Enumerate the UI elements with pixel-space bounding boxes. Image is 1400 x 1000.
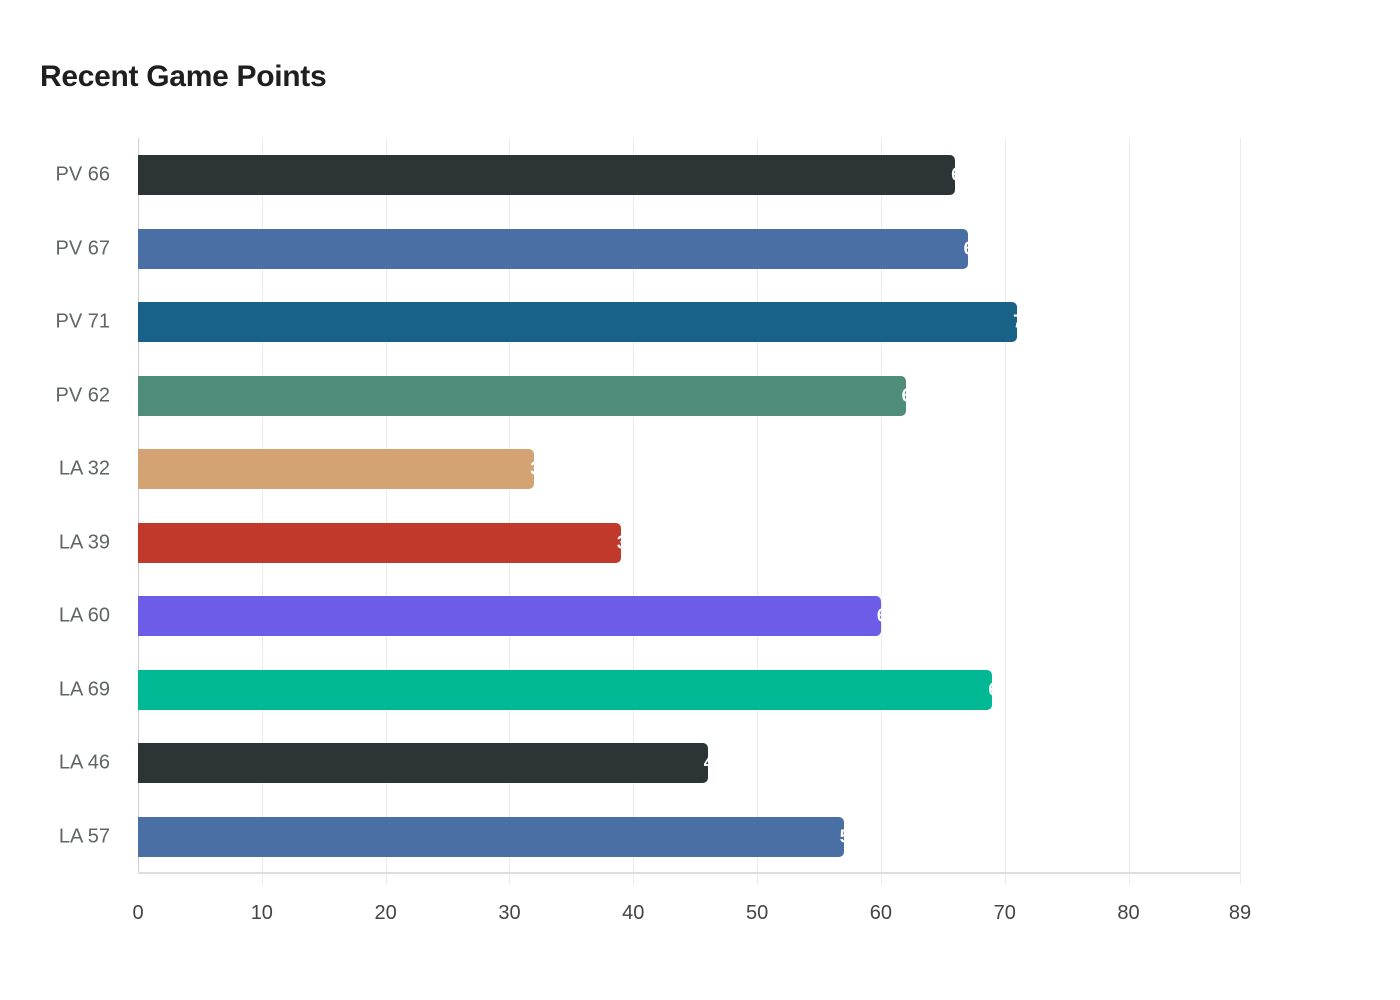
bar-value-label: 32 (530, 458, 541, 479)
y-axis-label: LA 69 (58, 678, 110, 700)
gridline (1128, 138, 1130, 884)
x-axis-tick-label: 70 (993, 902, 1016, 924)
x-axis-tick-label: 60 (869, 902, 893, 924)
gridline (1240, 138, 1241, 884)
bar-value-label: 57 (839, 826, 850, 846)
gridline (261, 138, 263, 884)
y-axis-label: LA 60 (58, 604, 110, 627)
bar-value-label: 71 (1013, 311, 1024, 332)
x-axis-tick-label: 0 (132, 902, 144, 924)
y-axis-label: PV 62 (55, 384, 110, 406)
bar-value-label: 66 (951, 164, 962, 185)
y-axis-label: LA 32 (58, 457, 110, 480)
gridline (880, 138, 882, 884)
bar-value-label: 39 (616, 532, 627, 552)
x-axis-tick-label: 10 (250, 902, 273, 924)
bar[interactable]: 39 (138, 522, 627, 563)
bar-value-label: 67 (963, 238, 974, 258)
y-axis-label: LA 46 (58, 751, 110, 774)
x-axis-tick-label: 50 (745, 902, 769, 924)
bar[interactable]: 32 (138, 449, 540, 489)
gridline (509, 138, 511, 884)
y-axis-label: LA 57 (58, 825, 110, 847)
bar[interactable]: 67 (138, 228, 974, 269)
bar[interactable]: 69 (138, 669, 998, 710)
bar-value-label: 46 (703, 752, 714, 773)
bar-value-label: 62 (901, 385, 912, 405)
x-axis-tick-label: 89 (1228, 902, 1252, 924)
y-axis-label: LA 39 (58, 531, 110, 553)
y-axis-label: PV 71 (55, 310, 110, 333)
bar[interactable]: 71 (138, 302, 1023, 342)
bar[interactable]: 62 (138, 375, 912, 416)
x-axis-tick-label: 40 (622, 902, 645, 924)
bar[interactable]: 57 (138, 816, 850, 857)
gridline (633, 138, 635, 884)
gridline (757, 138, 759, 884)
x-axis-tick-label: 20 (374, 902, 397, 924)
x-axis-tick-label: 80 (1117, 902, 1140, 924)
y-axis-label: PV 66 (55, 163, 110, 186)
x-axis-line (138, 872, 1240, 874)
bar[interactable]: 60 (138, 596, 887, 636)
gridline (385, 138, 387, 884)
y-axis-label: PV 67 (55, 237, 110, 259)
bar[interactable]: 46 (138, 743, 714, 783)
x-axis-tick-label: 30 (498, 902, 521, 924)
bar[interactable]: 66 (138, 155, 961, 195)
bar-value-label: 69 (988, 679, 999, 699)
y-axis-line (138, 138, 139, 874)
chart-title: Recent Game Points (40, 60, 327, 93)
bar-value-label: 60 (876, 605, 887, 626)
plot-area: 66 67 71 62 32 39 60 69 46 57 (138, 138, 1241, 884)
gridline (1004, 138, 1006, 884)
